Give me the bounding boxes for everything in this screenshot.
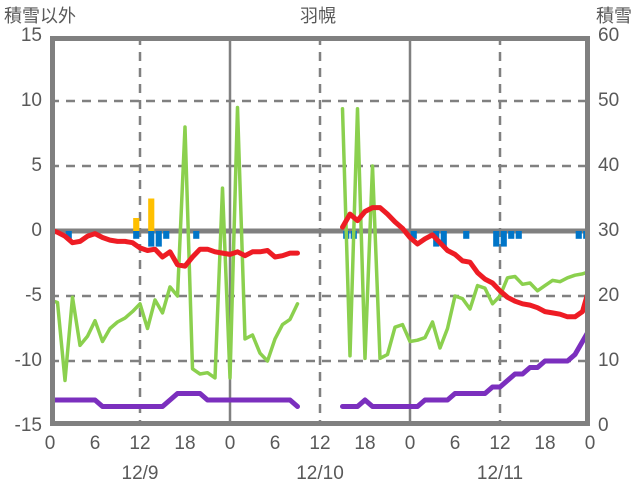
series-line-気温 — [340, 205, 590, 320]
y-tick-right-0: 0 — [598, 415, 609, 436]
bar-降雪量 — [440, 231, 447, 247]
x-tick-5: 6 — [269, 433, 281, 454]
bar-降雪量 — [500, 231, 507, 247]
bar-降雪量 — [410, 231, 417, 239]
y-tick-right-10: 10 — [598, 350, 620, 371]
plot-frame — [50, 36, 590, 426]
y-tick-right-50: 50 — [598, 90, 620, 111]
day-label-12-9: 12/9 — [121, 463, 159, 484]
y-tick-left-5: 5 — [31, 155, 42, 176]
day-label-12-10: 12/10 — [296, 463, 344, 484]
x-tick-6: 12 — [309, 433, 331, 454]
series-line-風速 — [50, 105, 300, 383]
x-tick-9: 6 — [449, 433, 461, 454]
x-tick-7: 18 — [354, 433, 376, 454]
bar-降雪量 — [155, 231, 162, 247]
x-tick-8: 0 — [404, 433, 416, 454]
bar-降雪量 — [463, 231, 470, 239]
bar-降水量 — [133, 218, 140, 231]
x-tick-11: 18 — [534, 433, 556, 454]
series-line-風速 — [340, 107, 590, 361]
y-tick-left--15: -15 — [14, 415, 42, 436]
x-tick-12: 0 — [584, 433, 596, 454]
bar-降雪量 — [65, 231, 72, 239]
y-tick-right-60: 60 — [598, 25, 620, 46]
x-tick-10: 12 — [489, 433, 511, 454]
bar-降雪量 — [508, 231, 515, 239]
x-tick-1: 6 — [89, 433, 101, 454]
x-tick-0: 0 — [44, 433, 56, 454]
x-tick-2: 12 — [129, 433, 151, 454]
y-tick-right-40: 40 — [598, 155, 620, 176]
y-tick-left-10: 10 — [20, 90, 42, 111]
x-tick-3: 18 — [174, 433, 196, 454]
right-axis-title: 積雪 — [596, 6, 632, 26]
chart-title: 羽幌 — [300, 6, 336, 26]
bar-降雪量 — [148, 231, 155, 247]
plot-area — [50, 36, 590, 426]
y-tick-right-30: 30 — [598, 220, 620, 241]
y-tick-left-15: 15 — [20, 25, 42, 46]
bar-降雪量 — [493, 231, 500, 247]
bar-降雪量 — [515, 231, 522, 239]
day-label-12-11: 12/11 — [476, 463, 524, 484]
y-tick-left--10: -10 — [14, 350, 42, 371]
bar-降雪量 — [193, 231, 200, 239]
y-tick-left--5: -5 — [25, 285, 42, 306]
bar-降水量 — [148, 198, 155, 231]
series-line-気温 — [50, 227, 300, 269]
bar-降雪量 — [575, 231, 582, 239]
x-tick-4: 0 — [224, 433, 236, 454]
chart-canvas — [50, 36, 590, 426]
y-tick-right-20: 20 — [598, 285, 620, 306]
y-tick-left-0: 0 — [31, 220, 42, 241]
series-line-積雪深 — [50, 391, 300, 409]
bar-降雪量 — [163, 231, 170, 239]
left-axis-title: 積雪以外 — [4, 6, 76, 26]
series-line-積雪深 — [340, 326, 590, 409]
bar-降雪量 — [133, 231, 140, 239]
